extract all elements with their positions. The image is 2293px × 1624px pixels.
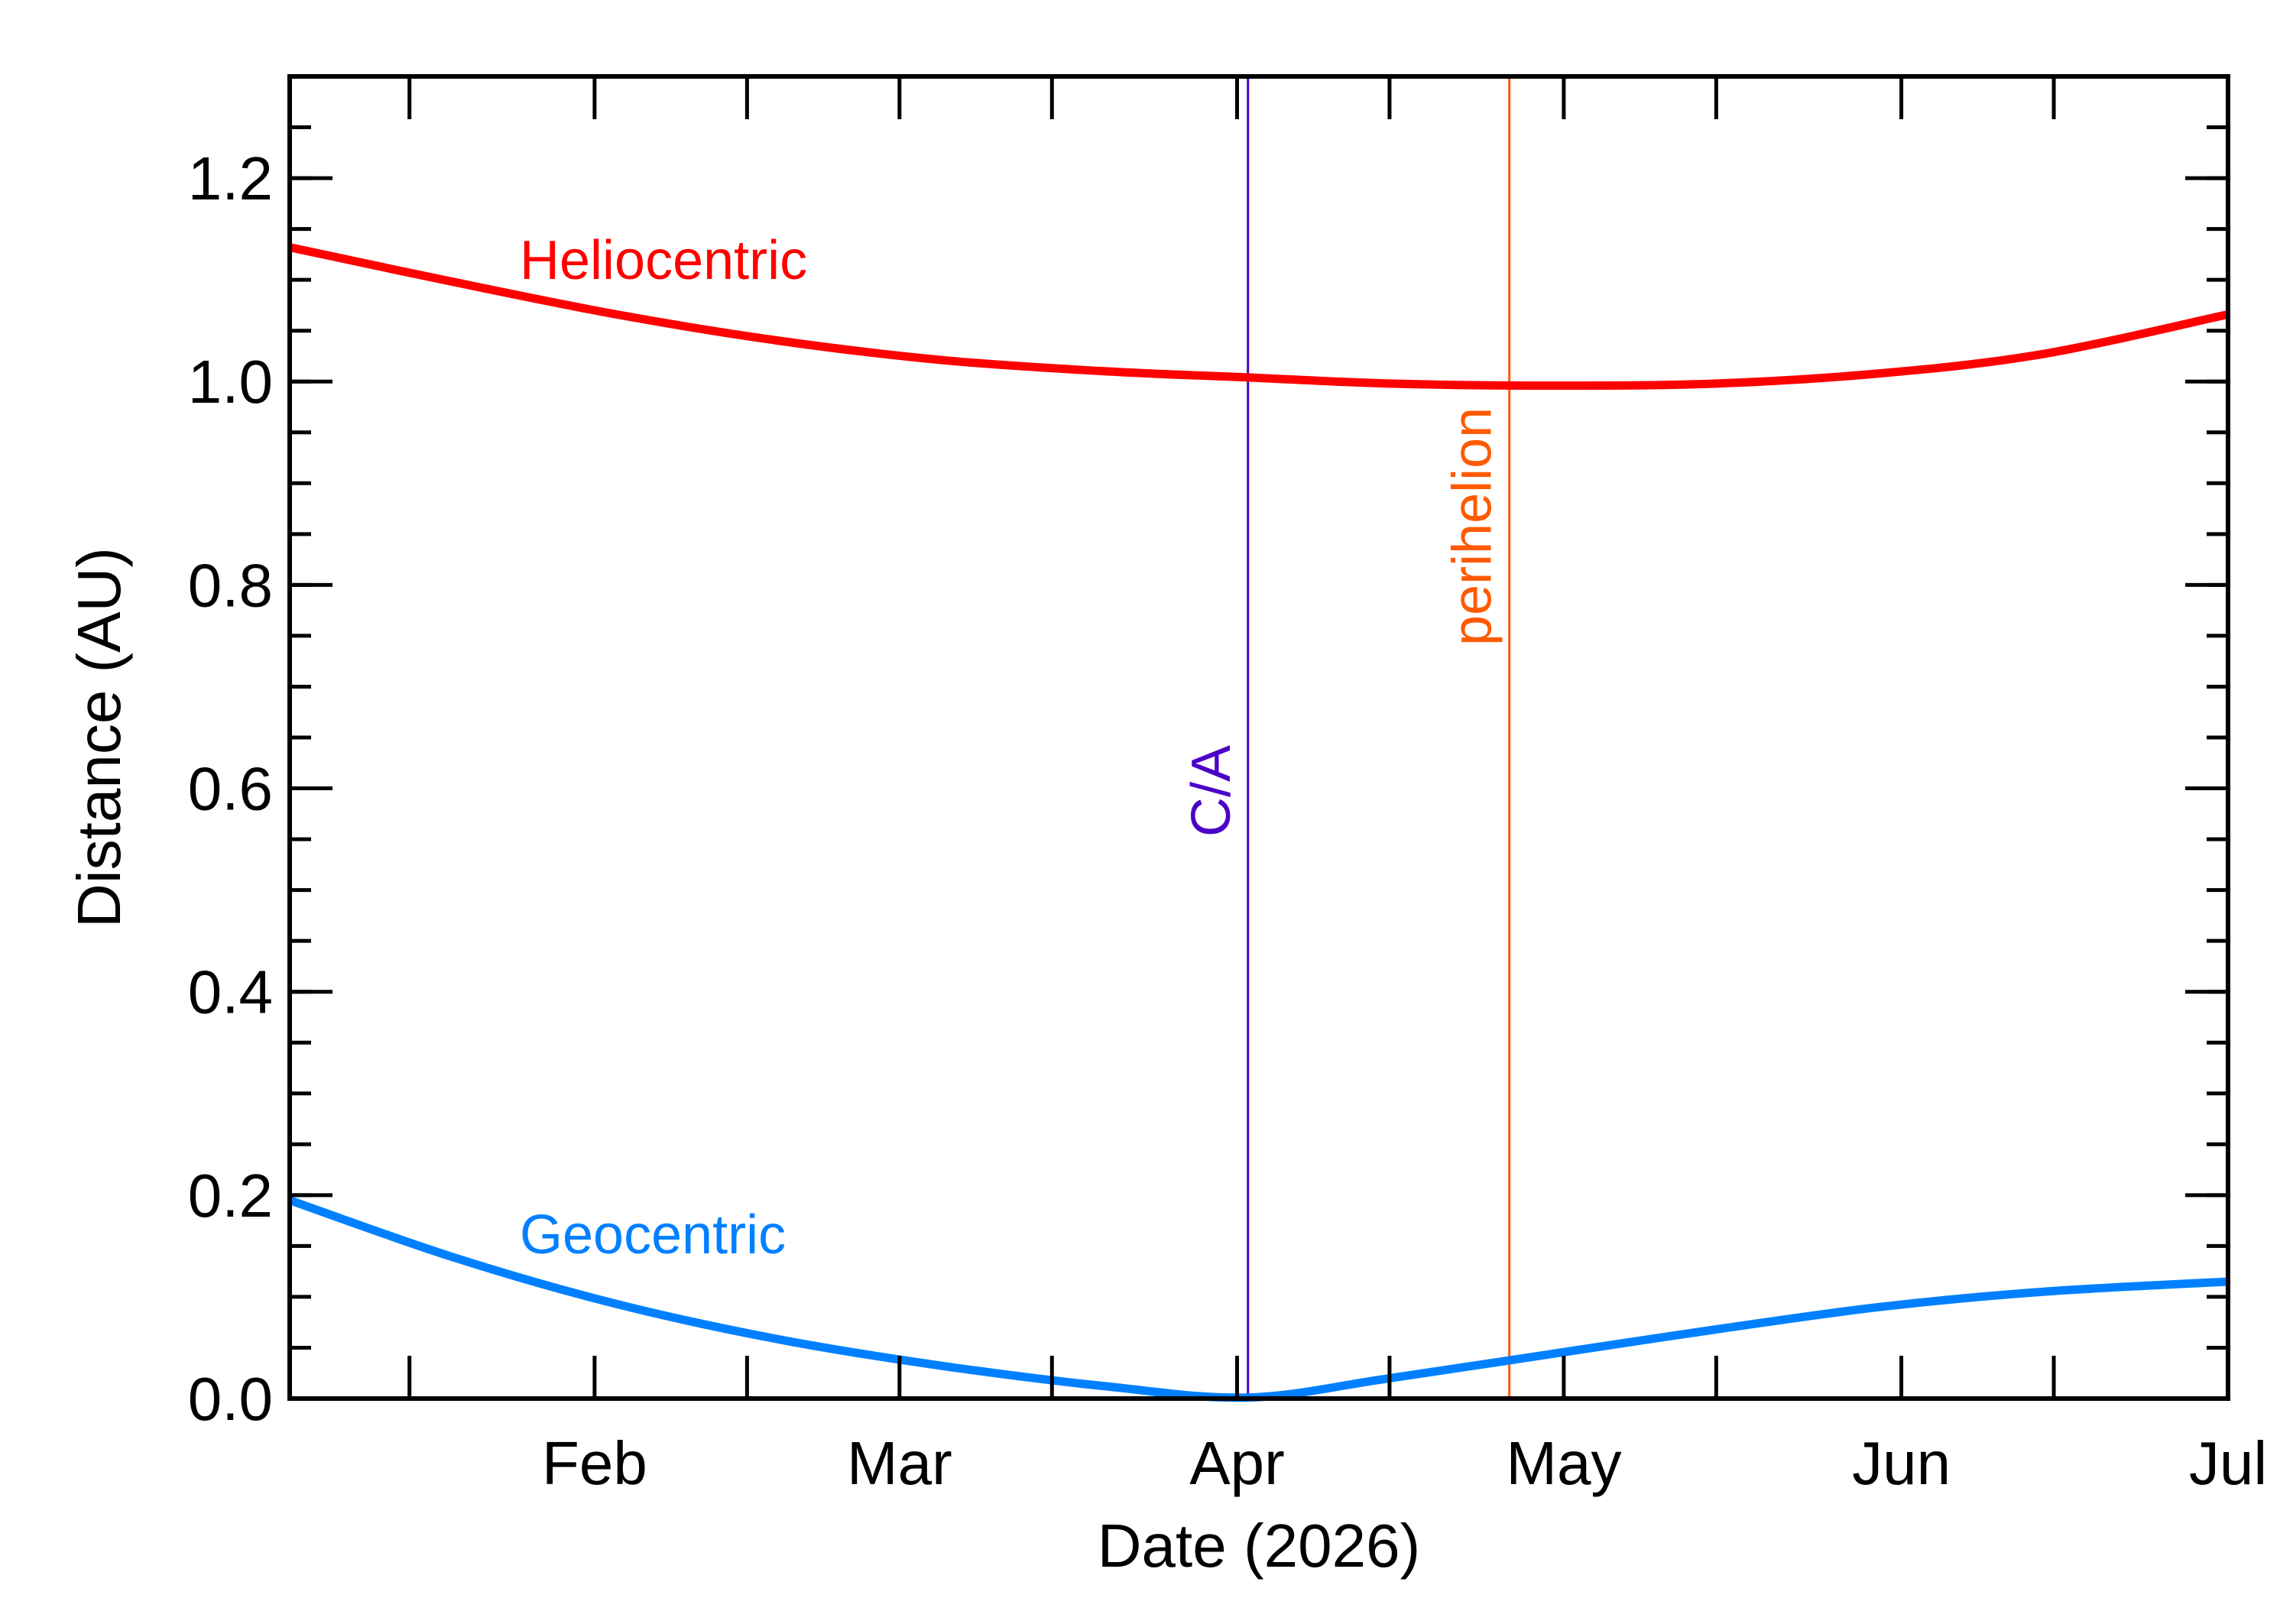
x-tick-label: Apr bbox=[1189, 1429, 1285, 1497]
y-tick-label: 0.0 bbox=[188, 1365, 273, 1433]
y-tick-label: 0.8 bbox=[188, 551, 273, 619]
y-tick-label: 1.2 bbox=[188, 144, 273, 212]
y-tick-label: 0.2 bbox=[188, 1162, 273, 1230]
x-tick-label: May bbox=[1506, 1429, 1621, 1497]
y-tick-label: 1.0 bbox=[188, 348, 273, 416]
plot-frame bbox=[287, 74, 2230, 1401]
x-tick-label: Feb bbox=[542, 1429, 647, 1497]
vertical-markers: C/A perihelion bbox=[1181, 76, 1511, 1399]
series-lines: Heliocentric Geocentric bbox=[288, 230, 2230, 1402]
y-axis-label: Distance (AU) bbox=[65, 547, 133, 928]
y-tick-label: 0.4 bbox=[188, 958, 273, 1026]
tick-labels: Feb Mar Apr May Jun Jul 0.0 0.2 0.4 0.6 0.8 1.0 1.2 bbox=[188, 144, 2267, 1497]
marker-label: C/A bbox=[1181, 745, 1242, 837]
x-tick-label: Jul bbox=[2189, 1429, 2267, 1497]
x-axis-label: Date (2026) bbox=[1098, 1512, 1420, 1580]
series-label: Heliocentric bbox=[520, 230, 807, 291]
series-line bbox=[288, 243, 2230, 391]
x-tick-label: Mar bbox=[847, 1429, 952, 1497]
x-tick-label: Jun bbox=[1852, 1429, 1951, 1497]
series-label: Geocentric bbox=[520, 1204, 786, 1266]
y-tick-label: 0.6 bbox=[188, 755, 273, 823]
marker-label: perihelion bbox=[1442, 407, 1503, 646]
